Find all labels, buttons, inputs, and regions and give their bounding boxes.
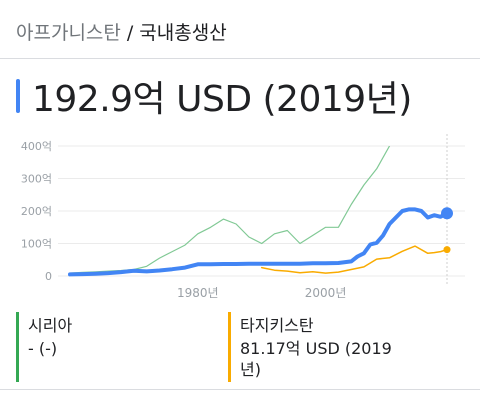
gdp-line-chart[interactable]: 0 100억 200억 300억 400억 1980년 2000년: [0, 130, 480, 306]
legend-value-tajikistan-line2: 년): [240, 360, 261, 379]
legend-name-tajikistan: 타지키스탄: [240, 316, 314, 335]
series-line-syria: [69, 146, 391, 274]
series-endpoint-tajikistan: [443, 246, 451, 254]
y-tick-label: 200억: [21, 205, 52, 218]
legend-color-bar-tajikistan: [228, 312, 231, 382]
y-tick-label: 300억: [21, 173, 52, 186]
x-tick-label: 2000년: [305, 286, 347, 300]
footer-divider: [0, 389, 480, 390]
legend-value-tajikistan: 81.17억 USD (2019 년): [240, 338, 392, 380]
breadcrumb: 아프가니스탄 / 국내총생산: [16, 18, 227, 45]
series-line-afghanistan: [68, 207, 449, 277]
legend-color-bar-syria: [16, 312, 19, 382]
legend-name-syria: 시리아: [28, 316, 73, 335]
x-tick-label: 1980년: [177, 286, 219, 300]
headline-value: 192.9억 USD (2019년): [32, 79, 412, 120]
y-tick-label: 400억: [21, 140, 52, 153]
headline: 192.9억 USD (2019년): [16, 72, 412, 120]
y-tick-label: 0: [45, 270, 52, 283]
breadcrumb-metric: 국내총생산: [139, 22, 227, 44]
y-tick-label: 100억: [21, 238, 52, 251]
header-divider: [0, 58, 480, 59]
legend-value-tajikistan-line1: 81.17억 USD (2019: [240, 339, 392, 358]
legend-value-syria: - (-): [28, 339, 58, 358]
breadcrumb-separator: /: [126, 22, 134, 44]
breadcrumb-country-link[interactable]: 아프가니스탄: [16, 22, 121, 44]
series-line-tajikistan: [260, 245, 448, 274]
series-accent-bar: [16, 79, 20, 113]
series-endpoint-afghanistan: [441, 207, 453, 220]
